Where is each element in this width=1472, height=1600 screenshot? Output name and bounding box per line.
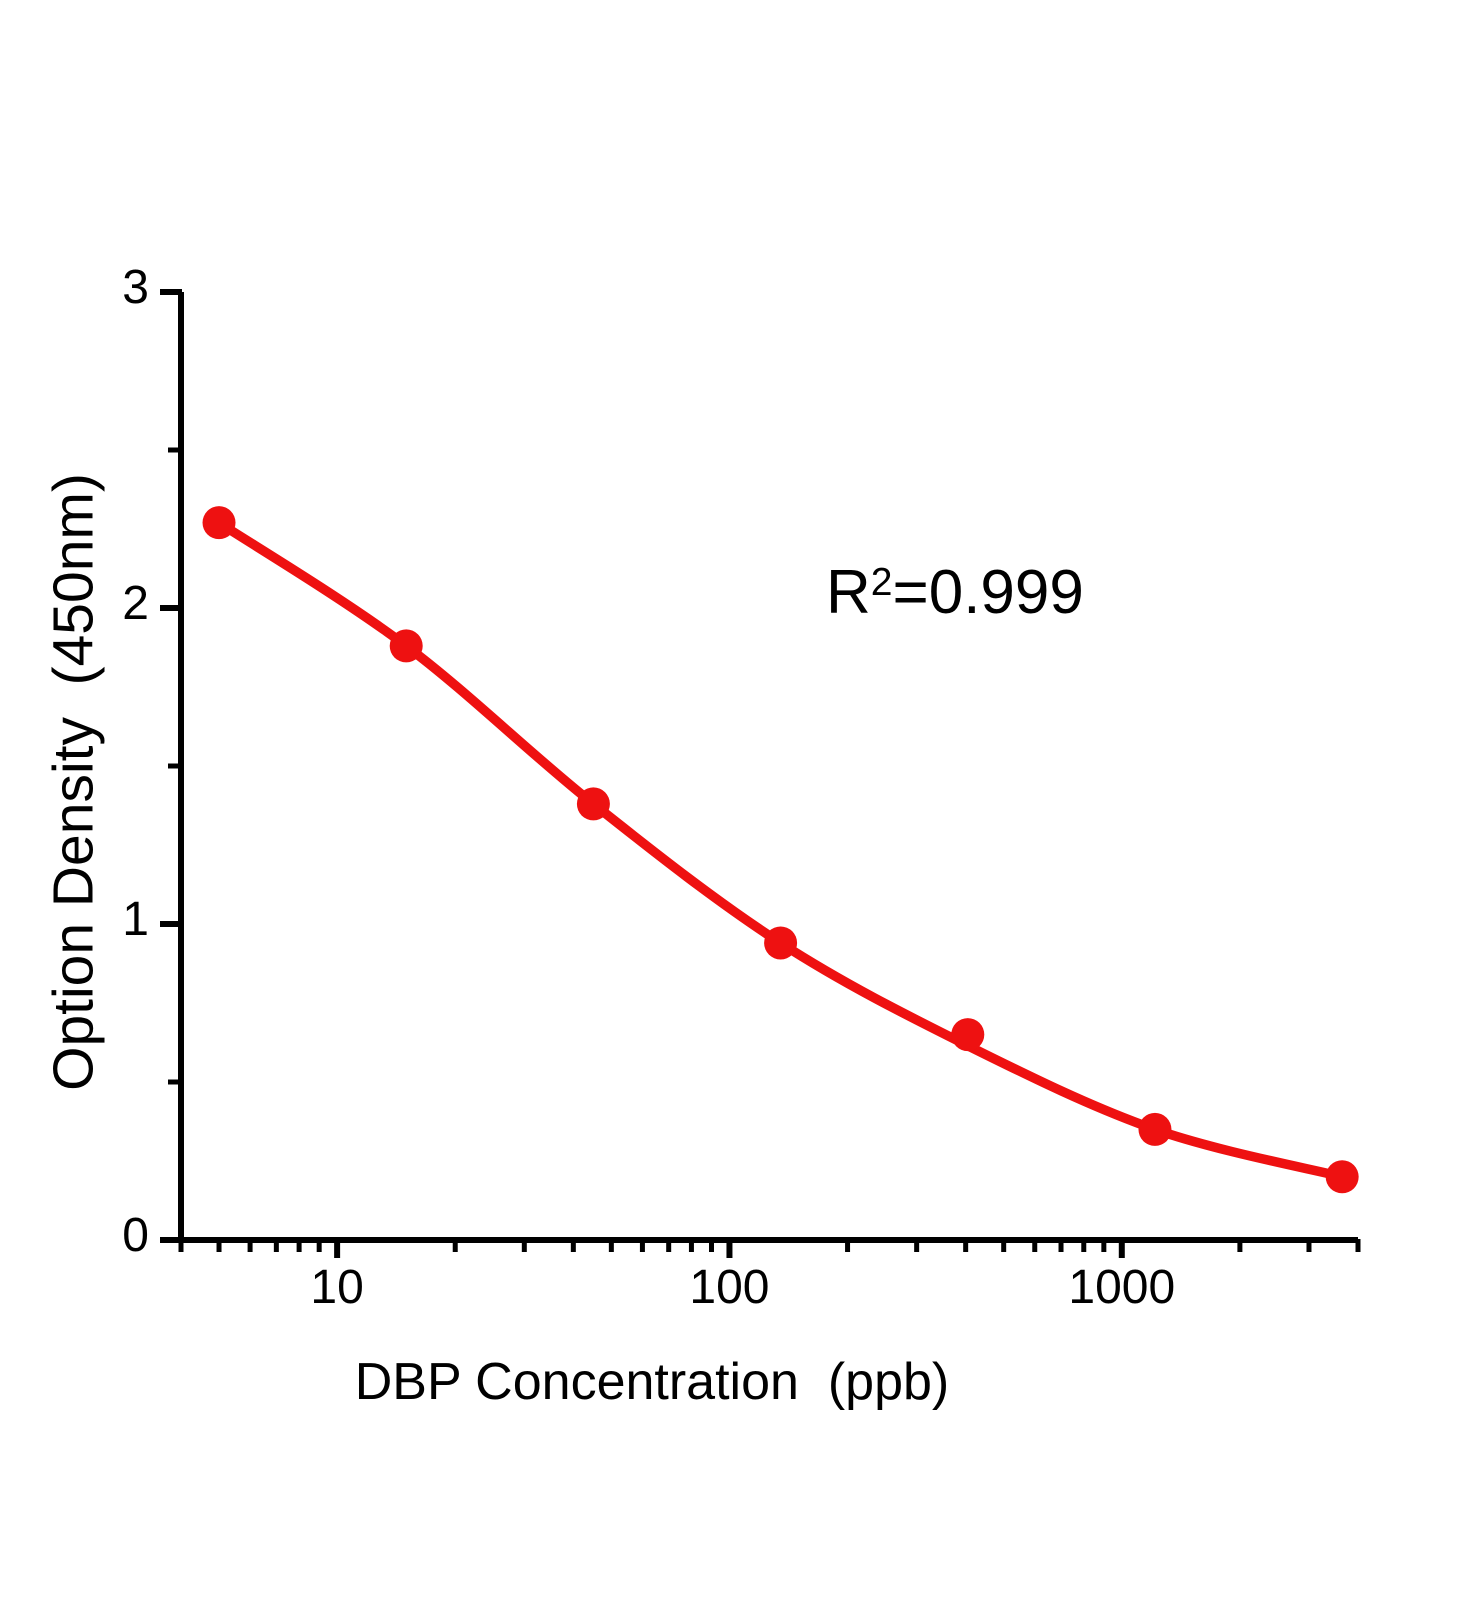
data-point-marker	[764, 926, 798, 960]
fit-curve	[214, 517, 1347, 1182]
data-point-marker	[1138, 1112, 1172, 1146]
x-axis-tick-label: 10	[310, 1261, 363, 1314]
x-axis-title: DBP Concentration (ppb)	[354, 1353, 950, 1411]
r-squared-base: R	[826, 558, 871, 627]
y-axis-tick-label: 1	[122, 893, 149, 946]
y-axis-tick-label: 3	[122, 261, 149, 314]
data-point-marker	[951, 1018, 985, 1052]
x-axis-tick-label: 1000	[1068, 1261, 1175, 1314]
x-axis-tick-label: 100	[689, 1261, 769, 1314]
y-axis-title: Option Density (450nm)	[41, 473, 106, 1091]
r-squared-exponent: 2	[870, 561, 893, 605]
data-point-marker	[389, 629, 423, 663]
y-axis-tick-label: 2	[122, 577, 149, 630]
r-squared-value: =0.999	[892, 558, 1084, 627]
data-point-marker	[202, 506, 236, 540]
data-point-marker	[1325, 1160, 1359, 1194]
data-point-marker	[576, 787, 610, 821]
r-squared-annotation: R2=0.999	[826, 562, 1084, 624]
y-axis-tick-label: 0	[122, 1209, 149, 1262]
